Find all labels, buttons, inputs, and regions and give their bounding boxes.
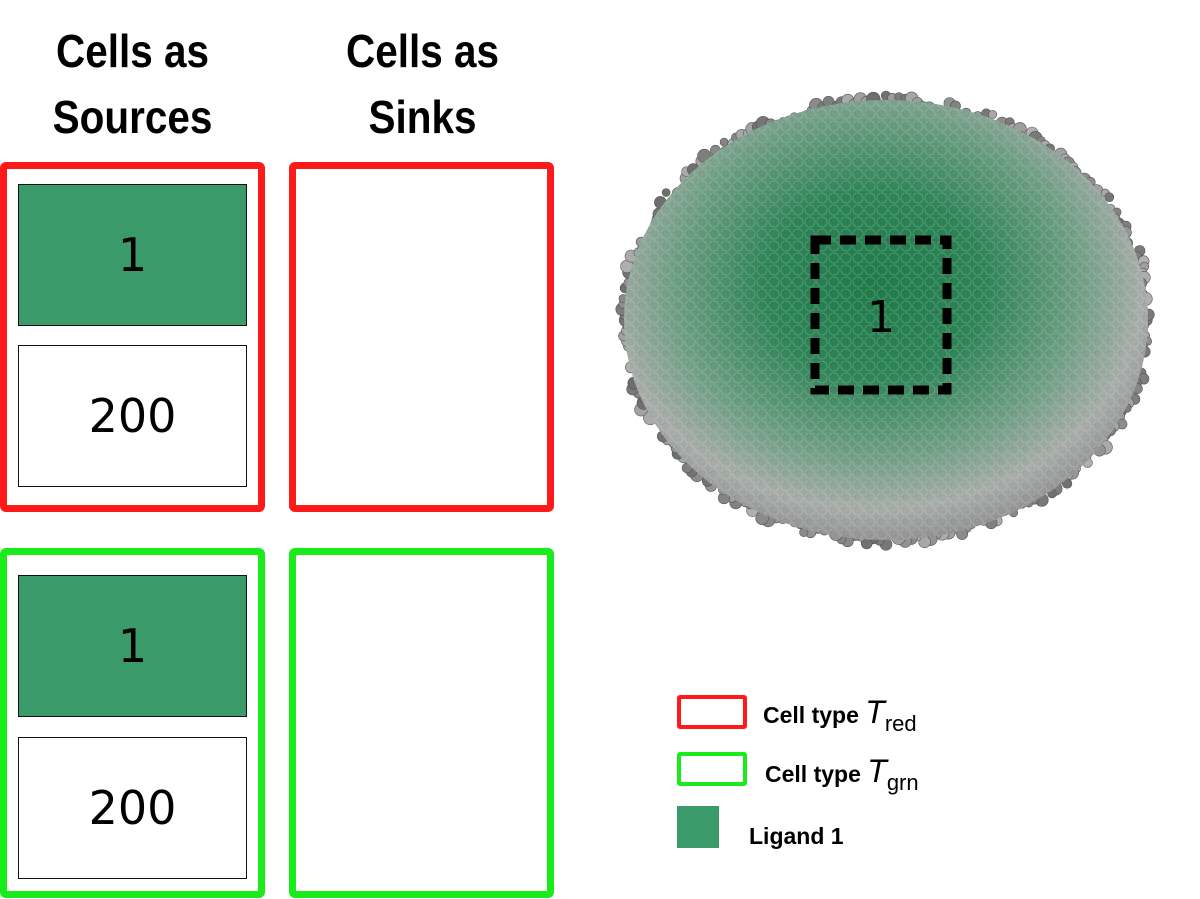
legend-red-subscript: red — [884, 711, 917, 736]
legend-red-symbol: T — [865, 694, 885, 730]
green-source-ligand-value: 1 — [117, 619, 148, 673]
red-sinks-box — [289, 162, 554, 512]
sources-heading: Cells as Sources — [52, 25, 213, 143]
legend-green-symbol: T — [867, 753, 887, 789]
red-source-other-cell: 200 — [18, 345, 247, 487]
legend-ligand-swatch — [677, 806, 719, 848]
tissue-texture — [624, 100, 1148, 540]
red-sources-box — [0, 162, 265, 512]
tissue-edge-cell — [1104, 192, 1115, 202]
ligand-region-label: 1 — [867, 292, 895, 343]
legend-green-subscript: grn — [886, 770, 919, 795]
sinks-heading: Cells as Sinks — [345, 25, 500, 143]
green-sinks-box — [289, 548, 554, 898]
legend-red-swatch — [677, 695, 747, 729]
legend-red-label: Cell type Tred — [763, 694, 917, 737]
red-source-ligand-cell: 1 — [18, 184, 247, 326]
red-source-ligand-value: 1 — [117, 228, 148, 282]
green-sources-box — [0, 548, 265, 898]
tissue-illustration: 1 — [615, 90, 1155, 551]
tissue-edge-cell — [661, 188, 671, 197]
green-source-other-cell: 200 — [18, 737, 247, 879]
legend-green-text: Cell type — [765, 761, 861, 787]
ligand-region-outline — [810, 235, 952, 395]
green-source-other-value: 200 — [88, 781, 177, 835]
green-source-ligand-cell: 1 — [18, 575, 247, 717]
legend-ligand-label: Ligand 1 — [749, 823, 844, 849]
legend-green-label: Cell type Tgrn — [765, 753, 919, 796]
red-source-other-value: 200 — [88, 389, 177, 443]
legend-green-swatch — [677, 752, 747, 786]
legend-red-text: Cell type — [763, 702, 859, 728]
tissue-edge-cell — [719, 137, 729, 147]
tissue-edge-cell — [988, 110, 998, 120]
